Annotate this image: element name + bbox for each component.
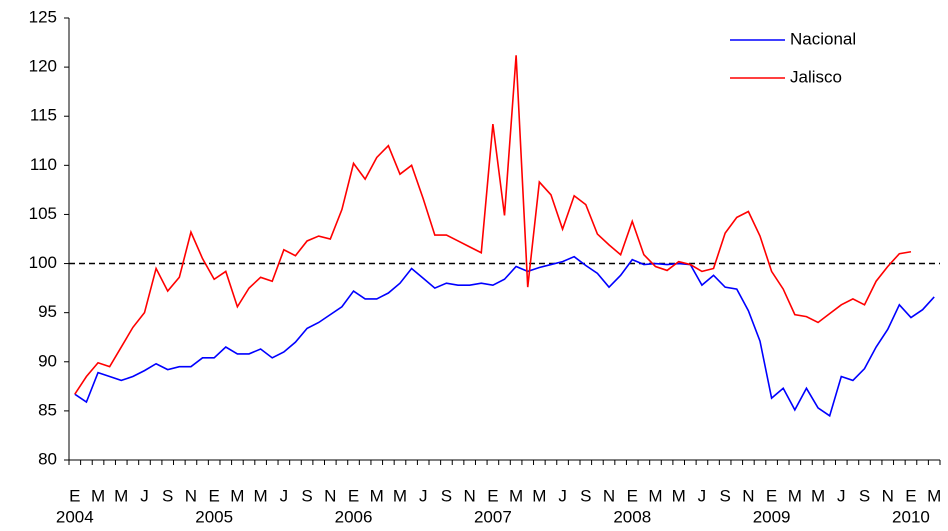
- x-tick-label: N: [185, 486, 197, 505]
- x-tick-label: N: [882, 486, 894, 505]
- year-label: 2008: [613, 507, 651, 526]
- x-tick-label: J: [419, 486, 428, 505]
- x-tick-label: S: [301, 486, 312, 505]
- x-tick-label: M: [230, 486, 244, 505]
- year-label: 2004: [56, 507, 94, 526]
- x-tick-label: S: [859, 486, 870, 505]
- x-tick-label: E: [905, 486, 916, 505]
- series-line: [74, 255, 935, 418]
- x-tick-label: M: [788, 486, 802, 505]
- y-tick-label: 120: [29, 57, 57, 76]
- x-tick-label: M: [370, 486, 384, 505]
- y-tick-label: 110: [30, 155, 57, 174]
- year-label: 2007: [474, 507, 512, 526]
- x-tick-label: J: [837, 486, 846, 505]
- x-tick-label: E: [348, 486, 359, 505]
- x-tick-label: E: [627, 486, 638, 505]
- x-tick-label: S: [162, 486, 173, 505]
- x-tick-label: E: [69, 486, 80, 505]
- x-tick-label: M: [648, 486, 662, 505]
- series-line: [74, 55, 912, 395]
- year-label: 2005: [195, 507, 233, 526]
- x-tick-label: M: [114, 486, 128, 505]
- x-tick-label: J: [280, 486, 289, 505]
- x-tick-label: M: [91, 486, 105, 505]
- x-tick-label: N: [464, 486, 476, 505]
- y-tick-label: 85: [38, 400, 57, 419]
- y-tick-label: 100: [29, 253, 57, 272]
- x-tick-label: E: [208, 486, 219, 505]
- x-tick-label: E: [487, 486, 498, 505]
- x-tick-label: J: [558, 486, 567, 505]
- y-tick-label: 105: [29, 204, 57, 223]
- x-tick-label: S: [719, 486, 730, 505]
- x-tick-label: M: [927, 486, 941, 505]
- x-tick-label: M: [509, 486, 523, 505]
- y-tick-label: 95: [38, 302, 57, 321]
- x-tick-label: M: [532, 486, 546, 505]
- x-tick-label: M: [254, 486, 268, 505]
- x-tick-label: M: [393, 486, 407, 505]
- y-tick-label: 125: [29, 7, 57, 26]
- legend-label: Jalisco: [790, 67, 842, 86]
- x-tick-label: S: [441, 486, 452, 505]
- x-tick-label: E: [766, 486, 777, 505]
- x-tick-label: S: [580, 486, 591, 505]
- legend-label: Nacional: [790, 29, 856, 48]
- x-tick-label: J: [140, 486, 149, 505]
- x-tick-label: M: [811, 486, 825, 505]
- y-tick-label: 115: [30, 106, 57, 125]
- year-label: 2006: [335, 507, 373, 526]
- x-tick-label: N: [603, 486, 615, 505]
- y-tick-label: 80: [38, 449, 57, 468]
- x-tick-label: M: [672, 486, 686, 505]
- y-tick-label: 90: [38, 351, 57, 370]
- x-tick-label: N: [324, 486, 336, 505]
- x-tick-label: J: [698, 486, 707, 505]
- year-label: 2010: [892, 507, 930, 526]
- year-label: 2009: [753, 507, 791, 526]
- x-tick-label: N: [742, 486, 754, 505]
